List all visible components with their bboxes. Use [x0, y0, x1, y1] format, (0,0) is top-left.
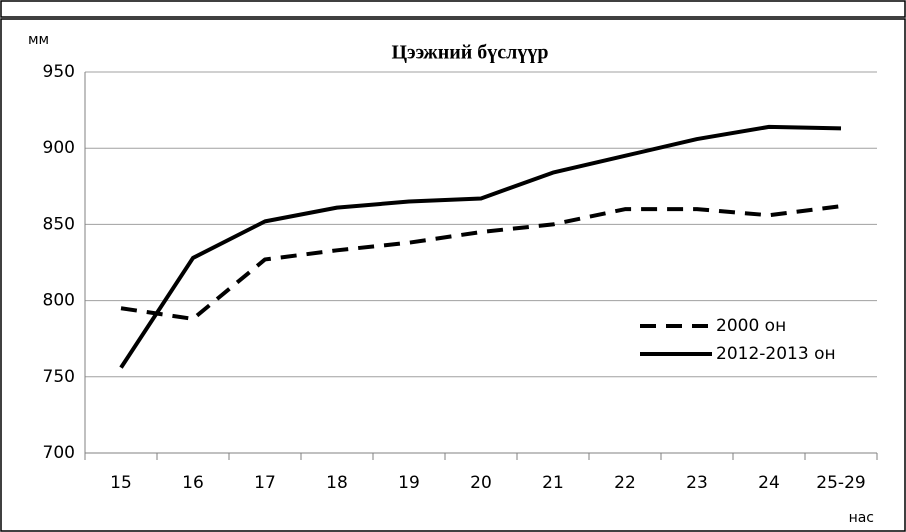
y-axis-label: мм — [28, 32, 49, 48]
y-tick-label: 700 — [43, 443, 75, 463]
x-tick-label: 22 — [614, 473, 636, 493]
x-tick-label: 20 — [470, 473, 492, 493]
y-tick-label: 750 — [43, 367, 75, 387]
chart-frame — [0, 18, 906, 532]
series-line — [120, 204, 842, 321]
x-tick-label: 15 — [110, 473, 132, 493]
x-tick-label: 16 — [182, 473, 204, 493]
x-tick-label: 18 — [326, 473, 348, 493]
legend-label: 2000 он — [716, 316, 786, 336]
x-tick-label: 24 — [758, 473, 780, 493]
y-tick-label: 800 — [43, 291, 75, 311]
x-tick-label: 17 — [254, 473, 276, 493]
x-axis-label: нас — [849, 510, 874, 526]
top-frame — [0, 0, 906, 18]
x-tick-label: 19 — [398, 473, 420, 493]
y-tick-label: 950 — [43, 62, 75, 82]
legend-label: 2012-2013 он — [716, 344, 836, 364]
chart-title: Цээжний бүслүүр — [391, 42, 548, 64]
y-tick-label: 850 — [43, 214, 75, 234]
x-tick-label: 25-29 — [816, 473, 865, 493]
x-tick-label: 21 — [542, 473, 564, 493]
x-tick-label: 23 — [686, 473, 708, 493]
series-line — [119, 124, 842, 369]
y-tick-label: 900 — [43, 138, 75, 158]
